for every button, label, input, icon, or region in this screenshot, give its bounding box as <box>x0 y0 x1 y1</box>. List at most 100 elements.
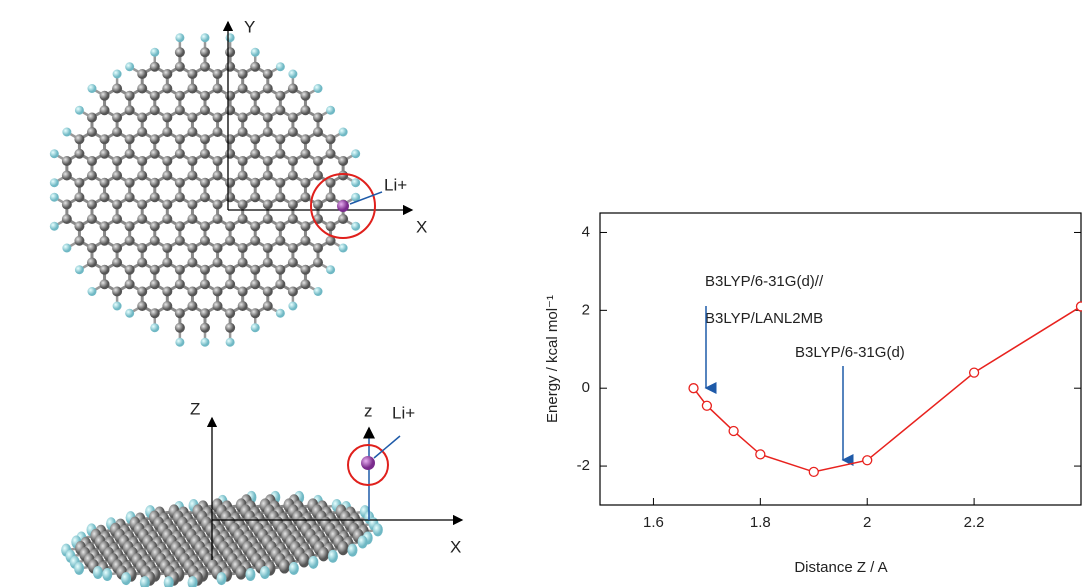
carbon-atom <box>162 113 172 123</box>
carbon-atom <box>175 323 185 333</box>
carbon-atom <box>263 243 273 253</box>
carbon-atom <box>150 308 160 318</box>
carbon-atom <box>137 287 147 297</box>
data-point <box>970 368 979 377</box>
hydrogen-atom <box>125 309 134 318</box>
carbon-atom <box>125 265 135 275</box>
hydrogen-atom <box>251 48 260 57</box>
hydrogen-atom <box>87 287 96 296</box>
carbon-atom <box>150 236 160 246</box>
carbon-atom <box>112 214 122 224</box>
carbon-atom <box>62 156 72 166</box>
carbon-atom <box>238 156 248 166</box>
hydrogen-atom <box>113 70 122 79</box>
carbon-atom <box>187 69 197 79</box>
carbon-atom <box>125 178 135 188</box>
carbon-atom <box>187 113 197 123</box>
hydrogen-atom <box>50 193 59 202</box>
hydrogen-atom <box>339 128 348 137</box>
carbon-atom <box>100 91 110 101</box>
carbon-atom <box>275 105 285 115</box>
carbon-atom <box>250 178 260 188</box>
li-atom <box>337 200 349 212</box>
carbon-atom <box>238 113 248 123</box>
carbon-atom <box>150 62 160 72</box>
hydrogen-atom <box>50 149 59 158</box>
carbon-atom <box>275 279 285 289</box>
carbon-atom <box>263 113 273 123</box>
carbon-atom <box>300 265 310 275</box>
hydrogen-atom <box>217 572 227 585</box>
carbon-atom <box>326 221 336 231</box>
hydrogen-atom <box>62 128 71 137</box>
carbon-atom <box>100 265 110 275</box>
carbon-atom <box>275 178 285 188</box>
carbon-atom <box>300 105 310 115</box>
carbon-atom <box>263 301 273 311</box>
carbon-atom <box>162 84 172 94</box>
carbon-atom <box>300 192 310 202</box>
carbon-atom <box>150 221 160 231</box>
carbon-atom <box>150 265 160 275</box>
carbon-atom <box>338 156 348 166</box>
carbon-atom <box>112 84 122 94</box>
data-point <box>756 450 765 459</box>
carbon-atom <box>288 113 298 123</box>
carbon-atom <box>225 279 235 289</box>
carbon-atom <box>175 47 185 57</box>
carbon-atom <box>225 308 235 318</box>
carbon-atom <box>213 69 223 79</box>
carbon-atom <box>263 156 273 166</box>
carbon-atom <box>288 258 298 268</box>
hydrogen-atom <box>328 550 338 563</box>
carbon-atom <box>300 236 310 246</box>
hydrogen-atom <box>276 62 285 71</box>
carbon-atom <box>112 287 122 297</box>
carbon-atom <box>300 91 310 101</box>
hydrogen-atom <box>351 149 360 158</box>
carbon-atom <box>100 279 110 289</box>
carbon-atom <box>150 105 160 115</box>
hydrogen-atom <box>50 222 59 231</box>
carbon-atom <box>200 192 210 202</box>
carbon-atom <box>275 265 285 275</box>
carbon-atom <box>187 287 197 297</box>
carbon-atom <box>87 200 97 210</box>
carbon-atom <box>175 62 185 72</box>
carbon-atom <box>326 149 336 159</box>
carbon-atom <box>137 84 147 94</box>
hydrogen-atom <box>326 106 335 115</box>
data-point <box>729 427 738 436</box>
carbon-atom <box>313 200 323 210</box>
carbon-atom <box>87 171 97 181</box>
carbon-atom <box>313 171 323 181</box>
carbon-atom <box>137 69 147 79</box>
carbon-atom <box>87 156 97 166</box>
carbon-atom <box>137 301 147 311</box>
carbon-atom <box>298 553 309 567</box>
x-tick-label: 2.2 <box>964 514 985 531</box>
carbon-atom <box>263 127 273 137</box>
ion-label: Li+ <box>384 175 407 194</box>
carbon-atom <box>175 178 185 188</box>
carbon-atom <box>87 243 97 253</box>
carbon-atom <box>275 192 285 202</box>
carbon-atom <box>74 134 84 144</box>
carbon-atom <box>137 171 147 181</box>
axis-label: Z <box>190 399 200 418</box>
annotation: B3LYP/6-31G(d)// <box>705 273 824 290</box>
carbon-atom <box>250 91 260 101</box>
carbon-atom <box>288 243 298 253</box>
y-tick-label: 4 <box>582 223 590 240</box>
y-tick-label: 2 <box>582 301 590 318</box>
axis-label: X <box>416 217 427 236</box>
hydrogen-atom <box>245 568 255 581</box>
carbon-atom <box>225 62 235 72</box>
carbon-atom <box>238 171 248 181</box>
carbon-atom <box>175 265 185 275</box>
carbon-atom <box>326 192 336 202</box>
carbon-atom <box>288 287 298 297</box>
carbon-atom <box>200 323 210 333</box>
carbon-atom <box>100 134 110 144</box>
carbon-atom <box>313 113 323 123</box>
